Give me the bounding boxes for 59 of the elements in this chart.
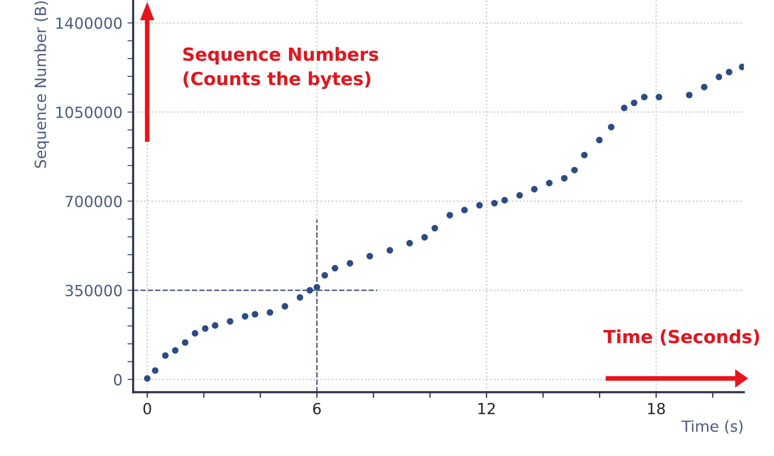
point — [432, 224, 438, 232]
point — [406, 240, 413, 246]
point — [501, 196, 508, 204]
point — [182, 339, 188, 346]
point — [700, 84, 708, 90]
point — [630, 100, 638, 106]
point — [656, 94, 662, 100]
point — [716, 74, 722, 80]
point — [421, 234, 428, 241]
point — [296, 294, 304, 301]
point — [608, 124, 615, 130]
x-tick-label: 0 — [143, 402, 152, 414]
point — [476, 202, 483, 209]
point — [620, 104, 628, 112]
point — [726, 68, 732, 76]
point — [242, 312, 248, 320]
point — [226, 318, 234, 325]
point — [346, 260, 354, 267]
point — [386, 247, 394, 254]
point — [306, 287, 314, 294]
point — [366, 252, 374, 260]
point — [314, 284, 320, 291]
point — [596, 136, 603, 144]
y-tick-label: 1400000 — [56, 17, 122, 29]
annotation: Sequence Numbers (Counts the bytes) — [183, 47, 378, 90]
point — [282, 303, 288, 310]
point — [686, 92, 693, 98]
point — [461, 206, 468, 214]
point — [202, 325, 209, 332]
annotation: Time (Seconds) — [603, 329, 760, 346]
x-tick-label: 18 — [648, 402, 665, 414]
point — [546, 180, 553, 186]
point — [152, 367, 158, 374]
point — [491, 200, 498, 207]
point — [252, 310, 258, 318]
point — [332, 264, 338, 272]
y-axis-title: Sequence Number (B) — [34, 1, 50, 168]
point — [144, 375, 151, 382]
x-tick-label: 6 — [313, 402, 321, 414]
y-tick-label: 700000 — [66, 196, 122, 208]
x-axis-title: Time (s) — [682, 420, 743, 434]
point — [446, 212, 454, 218]
y-tick-label: 0 — [114, 374, 122, 386]
point — [738, 64, 744, 70]
point — [641, 94, 648, 100]
point — [531, 186, 538, 192]
y-tick-label: 1050000 — [56, 106, 122, 118]
point — [322, 272, 328, 279]
point — [516, 192, 523, 199]
point — [212, 322, 218, 329]
y-tick-label: 350000 — [66, 284, 122, 296]
x-tick-label: 12 — [478, 402, 495, 414]
point — [581, 152, 588, 158]
point — [560, 174, 568, 182]
point — [192, 330, 198, 337]
point — [266, 309, 274, 316]
point — [571, 166, 578, 174]
point — [172, 347, 179, 354]
point — [162, 352, 169, 359]
